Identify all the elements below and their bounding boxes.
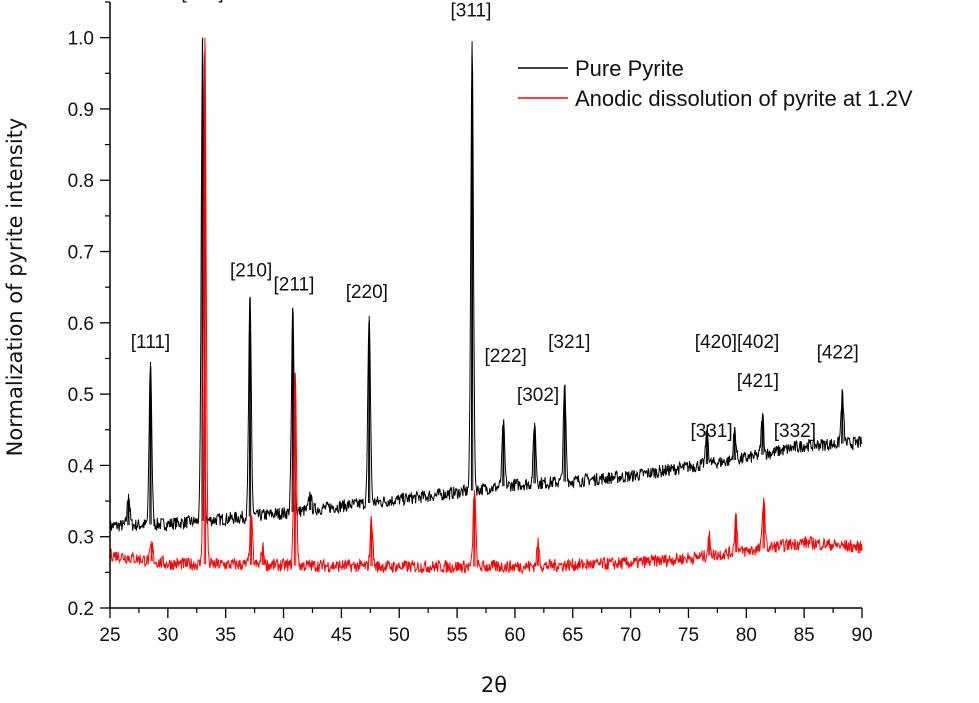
series-line-anodic-dissolution	[109, 37, 863, 575]
series-line-pure-pyrite	[109, 37, 863, 533]
x-tick-label: 80	[736, 625, 757, 646]
peak-label: [420][402]	[695, 332, 780, 353]
legend: Pure Pyrite Anodic dissolution of pyrite …	[518, 56, 913, 111]
peak-label: [302]	[517, 385, 559, 406]
y-tick-label: 1.0	[68, 29, 94, 50]
x-tick-label: 30	[157, 625, 178, 646]
peak-label: [210]	[230, 260, 272, 281]
y-tick-label: 0.8	[68, 171, 94, 192]
x-tick-label: 85	[794, 625, 815, 646]
x-tick-label: 25	[99, 625, 120, 646]
x-tick-label: 35	[215, 625, 236, 646]
peak-label: [321]	[548, 332, 590, 353]
y-tick-label: 0.9	[68, 100, 94, 121]
peak-label: [421]	[737, 371, 779, 392]
x-tick-label: 75	[678, 625, 699, 646]
ticks-layer: 25 30 35 40 45 50 55 60 65 70 75 80 85 90 0.2 0.3 0.4 0.5…	[68, 1, 873, 646]
peak-label: [220]	[346, 282, 388, 303]
x-axis-title: 2θ	[481, 673, 507, 697]
x-tick-label: 40	[273, 625, 294, 646]
peak-label: [331]	[690, 421, 732, 442]
y-tick-label: 0.7	[68, 243, 94, 264]
y-axis-title: Normalization of pyrite intensity	[3, 118, 27, 457]
peak-label: [311]	[451, 0, 492, 21]
y-tick-label: 0.6	[68, 314, 94, 335]
y-tick-label: 0.5	[68, 385, 94, 406]
y-tick-label: 0.2	[68, 599, 94, 620]
legend-label: Anodic dissolution of pyrite at 1.2V	[575, 86, 913, 111]
x-tick-label: 50	[389, 625, 410, 646]
peak-label: [211]	[274, 275, 315, 296]
series-layer	[109, 37, 863, 575]
x-tick-label: 60	[504, 625, 525, 646]
peak-label: [200]	[181, 0, 223, 3]
x-tick-label: 65	[562, 625, 583, 646]
peak-label: [111]	[131, 332, 170, 353]
x-tick-label: 70	[620, 625, 641, 646]
peak-labels-layer: [111] [200] [210][211] [220] [311] [222] [302]…	[131, 0, 859, 442]
y-tick-label: 0.3	[68, 528, 94, 549]
peak-label: [422]	[817, 342, 859, 363]
x-tick-label: 55	[447, 625, 468, 646]
x-tick-label: 90	[851, 625, 872, 646]
x-tick-label: 45	[331, 625, 352, 646]
legend-label: Pure Pyrite	[575, 56, 684, 81]
peak-label: [332]	[774, 421, 816, 442]
peak-label: [222]	[485, 346, 527, 367]
y-tick-label: 0.4	[68, 456, 95, 477]
